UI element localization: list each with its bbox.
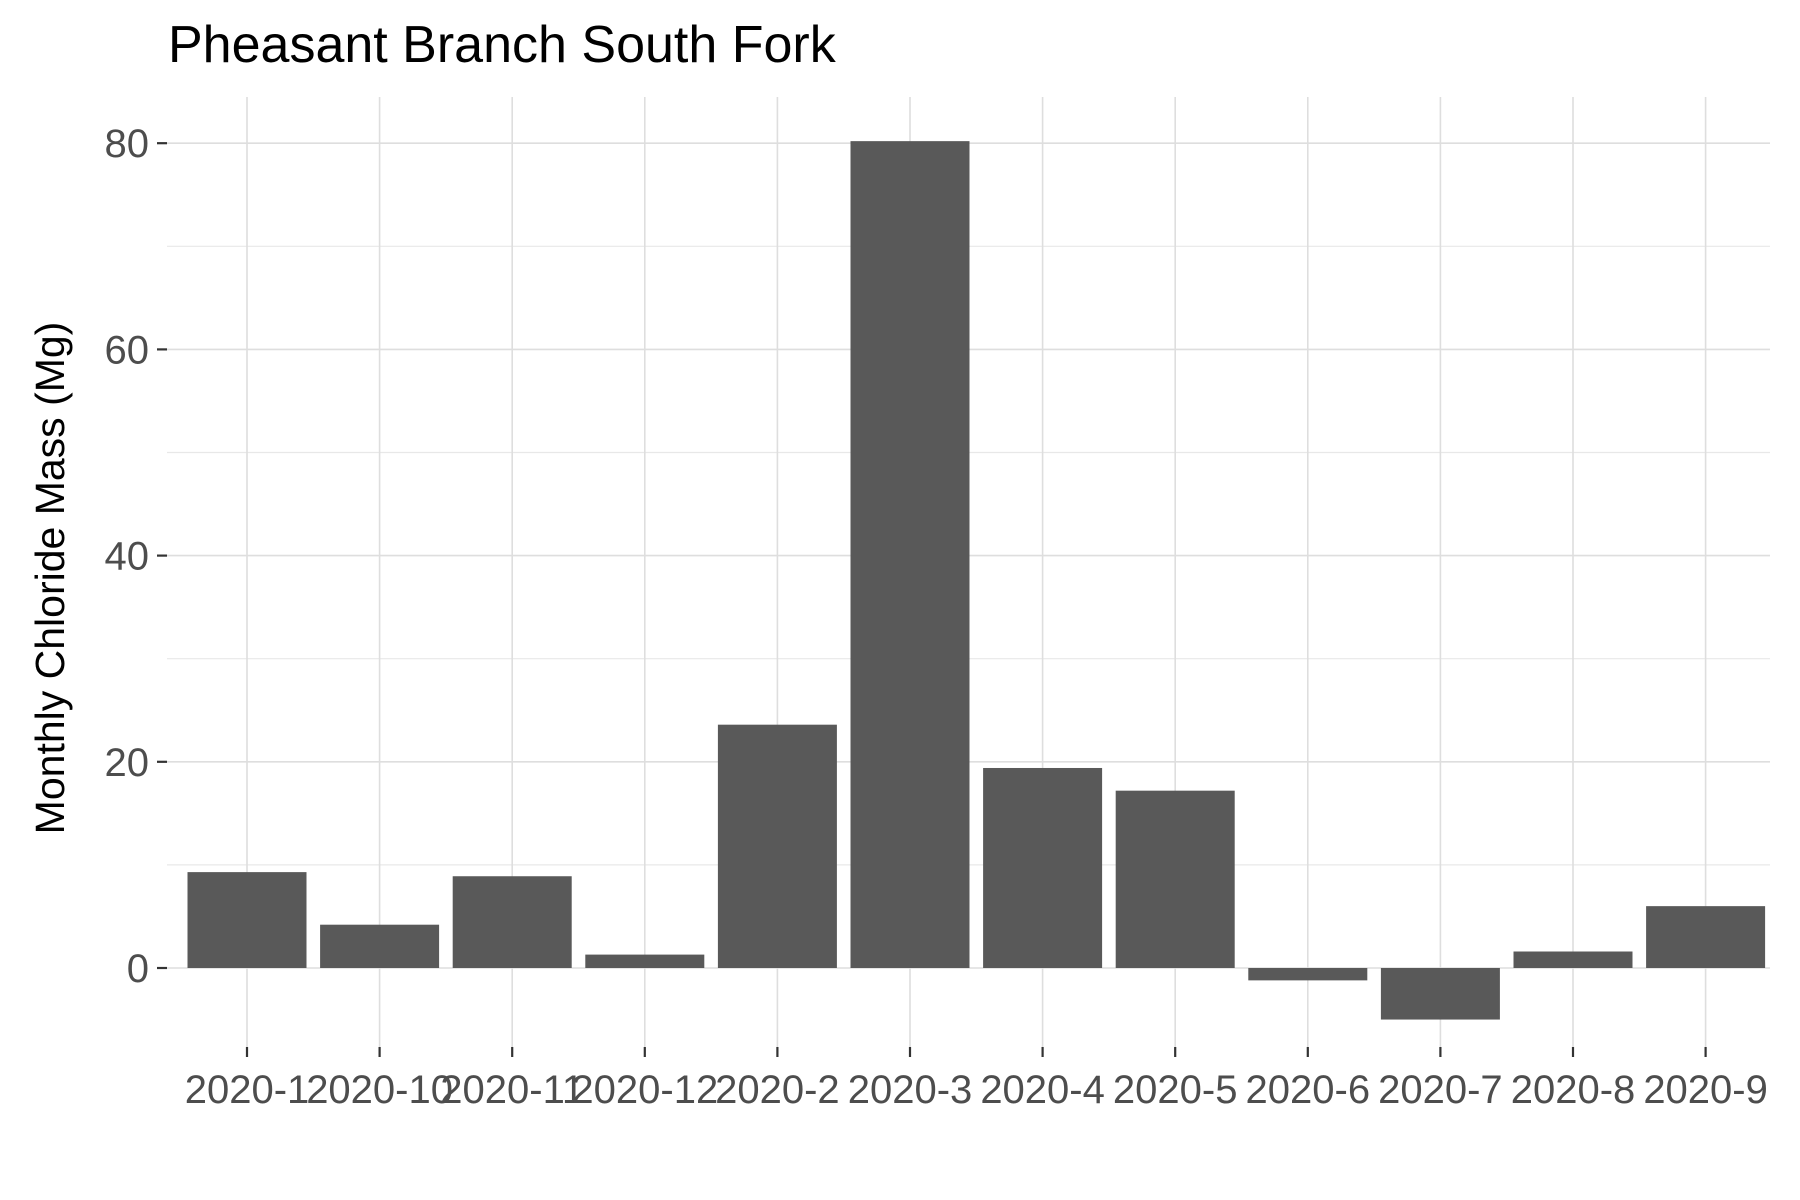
x-tick-label: 2020-5 <box>1113 1068 1238 1112</box>
y-tick-label: 60 <box>105 328 150 372</box>
bar-2020-9 <box>1646 906 1766 968</box>
y-axis-label: Monthly Chloride Mass (Mg) <box>27 322 73 835</box>
x-tick-label: 2020-9 <box>1643 1068 1768 1112</box>
bar-2020-3 <box>850 141 970 968</box>
y-tick-label: 20 <box>105 741 150 785</box>
x-tick-label: 2020-7 <box>1378 1068 1503 1112</box>
x-tick-label: 2020-4 <box>980 1068 1105 1112</box>
y-tick-label: 40 <box>105 535 150 579</box>
bar-2020-11 <box>452 876 572 968</box>
bar-2020-6 <box>1248 968 1368 981</box>
bar-2020-2 <box>717 724 837 968</box>
x-tick-label: 2020-1 <box>185 1068 310 1112</box>
bar-2020-5 <box>1115 790 1235 968</box>
y-axis: 0 20 40 60 80 <box>105 122 167 991</box>
y-tick-label: 80 <box>105 122 150 166</box>
x-tick-label: 2020-2 <box>715 1068 840 1112</box>
x-tick-label: 2020-6 <box>1246 1068 1371 1112</box>
x-tick-label: 2020-3 <box>848 1068 973 1112</box>
bar-2020-12 <box>585 954 705 968</box>
bar-2020-1 <box>187 872 307 968</box>
x-tick-label: 2020-11 <box>440 1068 584 1112</box>
x-tick-label: 2020-10 <box>306 1068 453 1112</box>
chart-title: Pheasant Branch South Fork <box>168 16 837 74</box>
x-tick-label: 2020-12 <box>571 1068 718 1112</box>
bar-2020-7 <box>1380 968 1500 1020</box>
bars <box>187 141 1766 1020</box>
y-tick-label: 0 <box>127 947 149 991</box>
x-tick-label: 2020-8 <box>1511 1068 1636 1112</box>
bar-2020-10 <box>320 924 440 968</box>
bar-2020-4 <box>983 767 1103 968</box>
bar-2020-8 <box>1513 951 1633 968</box>
